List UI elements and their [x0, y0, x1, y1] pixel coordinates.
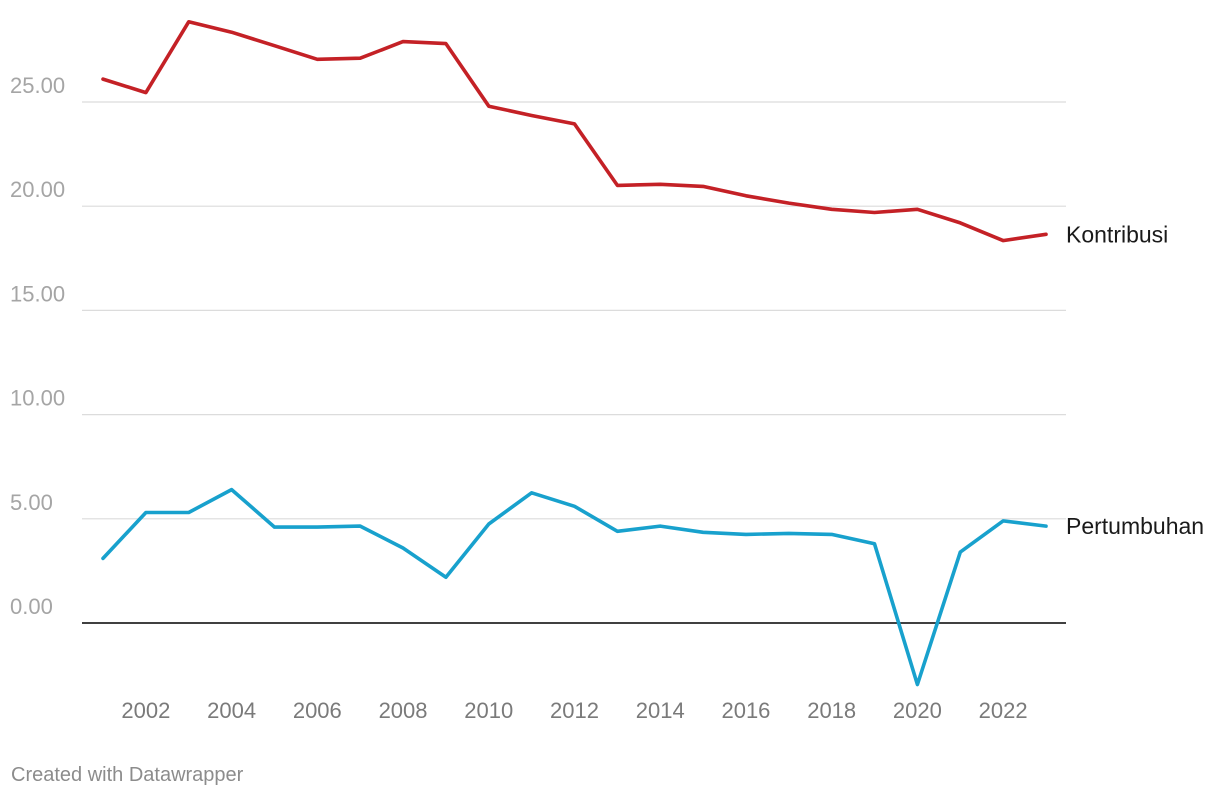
x-tick-label: 2014 [636, 698, 685, 723]
y-tick-label: 20.00 [10, 177, 65, 202]
series-labels: Kontribusi Pertumbuhan [1066, 221, 1204, 539]
y-axis-ticks: 0.00 5.00 10.00 15.00 20.00 25.00 [10, 73, 65, 619]
x-tick-label: 2004 [207, 698, 256, 723]
x-tick-label: 2018 [807, 698, 856, 723]
y-tick-label: 15.00 [10, 281, 65, 306]
series-line-kontribusi [101, 19, 1048, 243]
x-tick-label: 2008 [379, 698, 428, 723]
x-axis-ticks: 2002 2004 2006 2008 2010 2012 2014 2016 2018 2020… [121, 698, 1027, 723]
series-label-pertumbuhan: Pertumbuhan [1066, 513, 1204, 539]
series-line-pertumbuhan [101, 487, 1048, 687]
x-tick-label: 2010 [464, 698, 513, 723]
y-tick-label: 25.00 [10, 73, 65, 98]
credit-text: Created with Datawrapper [11, 764, 244, 786]
y-tick-label: 10.00 [10, 386, 65, 411]
x-tick-label: 2012 [550, 698, 599, 723]
y-tick-label: 0.00 [10, 594, 53, 619]
x-tick-label: 2020 [893, 698, 942, 723]
y-tick-label: 5.00 [10, 490, 53, 515]
x-tick-label: 2002 [121, 698, 170, 723]
gridlines [82, 101, 1066, 624]
series-label-kontribusi: Kontribusi [1066, 221, 1168, 247]
x-tick-label: 2022 [979, 698, 1028, 723]
x-tick-label: 2016 [721, 698, 770, 723]
x-tick-label: 2006 [293, 698, 342, 723]
series-lines [101, 19, 1048, 687]
